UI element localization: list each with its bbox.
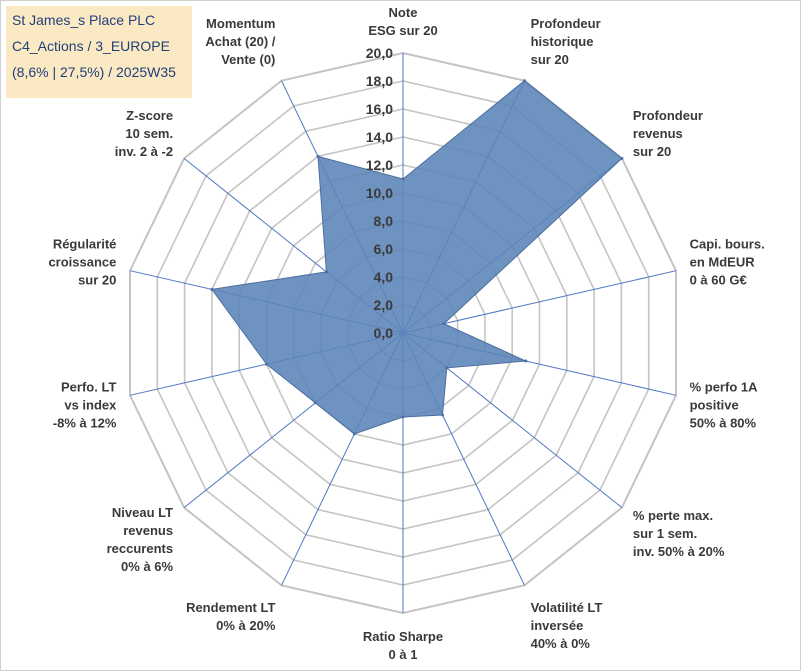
radar-series xyxy=(210,79,624,436)
axis-label-line: vs index xyxy=(64,397,117,412)
chart-title-box: St James_s Place PLC C4_Actions / 3_EURO… xyxy=(6,6,192,98)
series-point xyxy=(445,366,449,370)
axis-label-line: Z-score xyxy=(126,108,173,123)
series-point xyxy=(316,154,320,158)
series-point xyxy=(324,270,328,274)
axis-label-line: Rendement LT xyxy=(186,600,275,615)
axis-labels: Note ESG sur 20 Profondeur historique sur 20… xyxy=(48,5,764,662)
series-point xyxy=(620,156,624,160)
axis-label-line: Vente (0) xyxy=(221,52,275,67)
axis-label: Perfo. LT vs index -8% à 12% xyxy=(53,379,117,430)
series-point xyxy=(352,432,356,436)
series-point xyxy=(441,413,444,417)
axis-label-line: 0 à 60 G€ xyxy=(690,273,747,288)
axis-label-line: Capi. bours. xyxy=(690,237,765,252)
axis-label: Z-score 10 sem. inv. 2 à -2 xyxy=(115,108,173,159)
r-tick-label: 2,0 xyxy=(374,297,394,313)
r-tick-label: 18,0 xyxy=(366,73,393,89)
axis-label: Note ESG sur 20 xyxy=(368,5,437,38)
axis-label-line: historique xyxy=(531,34,594,49)
axis-label: Rendement LT 0% à 20% xyxy=(186,600,276,633)
axis-label-line: ESG sur 20 xyxy=(368,23,437,38)
axis-label-line: 40% à 0% xyxy=(531,636,591,651)
axis-label-line: inv. 2 à -2 xyxy=(115,144,173,159)
axis-label-line: Note xyxy=(389,5,418,20)
axis-label-line: % perte max. xyxy=(633,508,713,523)
axis-label-line: 0 à 1 xyxy=(389,647,418,662)
axis-label: Profondeur revenus sur 20 xyxy=(633,108,703,159)
axis-label: Momentum Achat (20) / Vente (0) xyxy=(205,16,275,67)
axis-label-line: Achat (20) / xyxy=(205,34,275,49)
series-point xyxy=(524,359,528,363)
title-stats: (8,6% | 27,5%) / 2025W35 xyxy=(12,64,176,80)
axis-label-line: 10 sem. xyxy=(125,126,173,141)
axis-label-line: croissance xyxy=(48,255,116,270)
r-tick-label: 8,0 xyxy=(374,213,394,229)
series-point xyxy=(401,415,405,419)
series-point xyxy=(401,177,405,181)
axis-label: % perte max. sur 1 sem. inv. 50% à 20% xyxy=(633,508,725,559)
series-point xyxy=(313,401,317,405)
axis-label: Capi. bours. en MdEUR 0 à 60 G€ xyxy=(690,237,765,288)
r-tick-label: 14,0 xyxy=(366,129,393,145)
axis-label-line: revenus xyxy=(633,126,683,141)
r-tick-label: 16,0 xyxy=(366,101,393,117)
axis-label-line: sur 20 xyxy=(78,273,116,288)
axis-label-line: sur 20 xyxy=(531,52,569,67)
series-area xyxy=(211,80,623,435)
axis-label: Profondeur historique sur 20 xyxy=(531,16,601,67)
title-category: C4_Actions / 3_EUROPE xyxy=(12,38,170,54)
axis-label-line: en MdEUR xyxy=(690,255,756,270)
series-point xyxy=(523,79,526,83)
axis-label-line: Volatilité LT xyxy=(531,600,603,615)
r-tick-label: 10,0 xyxy=(366,185,393,201)
axis-label: % perfo 1A positive 50% à 80% xyxy=(690,379,759,430)
axis-label-line: revenus xyxy=(123,523,173,538)
r-tick-label: 6,0 xyxy=(374,241,394,257)
axis-label-line: reccurents xyxy=(107,541,173,556)
axis-label-line: Profondeur xyxy=(531,16,601,31)
radial-tick-labels: 0,0 2,0 4,0 6,0 8,0 10,0 12,0 14,0 16,0 18,0 20,0 xyxy=(366,45,393,341)
axis-label-line: positive xyxy=(690,397,739,412)
axis-label-line: sur 20 xyxy=(633,144,671,159)
axis-label-line: 0% à 6% xyxy=(121,559,173,574)
axis-label-line: Ratio Sharpe xyxy=(363,629,443,644)
axis-label-line: Niveau LT xyxy=(112,505,173,520)
axis-label-line: Perfo. LT xyxy=(61,379,116,394)
axis-label: Ratio Sharpe 0 à 1 xyxy=(363,629,443,662)
axis-label-line: 50% à 80% xyxy=(690,415,757,430)
r-tick-label: 12,0 xyxy=(366,157,393,173)
r-tick-label: 0,0 xyxy=(374,325,394,341)
axis-label-line: Momentum xyxy=(206,16,275,31)
axis-label-line: 0% à 20% xyxy=(216,618,276,633)
axis-label-line: Profondeur xyxy=(633,108,703,123)
axis-label-line: inversée xyxy=(531,618,584,633)
axis-label-line: -8% à 12% xyxy=(53,415,117,430)
axis-label-line: Régularité xyxy=(53,237,117,252)
axis-label: Niveau LT revenus reccurents 0% à 6% xyxy=(107,505,174,574)
series-point xyxy=(265,362,268,366)
r-tick-label: 20,0 xyxy=(366,45,393,61)
axis-label-line: inv. 50% à 20% xyxy=(633,544,725,559)
series-point xyxy=(210,287,214,291)
axis-label: Volatilité LT inversée 40% à 0% xyxy=(531,600,603,651)
r-tick-label: 4,0 xyxy=(374,269,394,285)
axis-label-line: % perfo 1A xyxy=(690,379,759,394)
axis-label: Régularité croissance sur 20 xyxy=(48,237,116,288)
series-point xyxy=(442,322,446,326)
axis-spoke xyxy=(402,270,677,334)
title-company: St James_s Place PLC xyxy=(12,12,156,28)
axis-label-line: sur 1 sem. xyxy=(633,526,697,541)
